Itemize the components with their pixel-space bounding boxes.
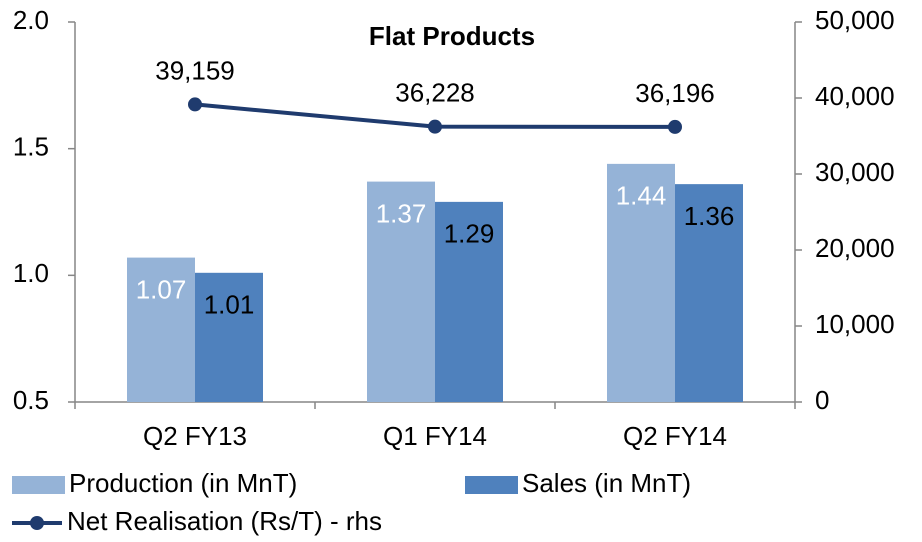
x-tick-label: Q2 FY13 xyxy=(143,421,247,451)
legend-marker xyxy=(30,516,44,530)
legend-swatch xyxy=(12,476,65,494)
y-tick-label: 1.0 xyxy=(13,258,49,288)
y2-tick-label: 50,000 xyxy=(815,5,895,35)
legend-label: Net Realisation (Rs/T) - rhs xyxy=(67,506,382,536)
y2-tick-label: 20,000 xyxy=(815,233,895,263)
legend-label: Sales (in MnT) xyxy=(522,468,691,498)
x-tick-label: Q1 FY14 xyxy=(383,421,487,451)
bar-value-label: 1.44 xyxy=(616,181,667,211)
y2-tick-label: 40,000 xyxy=(815,81,895,111)
y2-tick-label: 10,000 xyxy=(815,309,895,339)
bar xyxy=(435,201,503,402)
bar xyxy=(195,272,263,402)
chart-title: Flat Products xyxy=(369,21,535,51)
legend-swatch xyxy=(465,476,518,494)
bar-value-label: 1.37 xyxy=(376,198,427,228)
bar-value-label: 1.29 xyxy=(444,219,495,249)
line-marker xyxy=(188,97,202,112)
legend-label: Production (in MnT) xyxy=(69,468,297,498)
line-marker xyxy=(668,119,682,134)
y2-tick-label: 30,000 xyxy=(815,157,895,187)
line-value-label: 39,159 xyxy=(155,55,235,85)
y2-tick-label: 0 xyxy=(815,385,829,415)
y-tick-label: 2.0 xyxy=(13,5,49,35)
line-value-label: 36,228 xyxy=(395,78,475,108)
bar xyxy=(127,257,195,402)
bar-value-label: 1.01 xyxy=(204,290,255,320)
bar xyxy=(607,163,675,402)
y-tick-label: 1.5 xyxy=(13,132,49,162)
bar xyxy=(367,181,435,402)
bar-value-label: 1.36 xyxy=(684,201,735,231)
bar xyxy=(675,184,743,402)
bar-value-label: 1.07 xyxy=(136,274,187,304)
x-tick-label: Q2 FY14 xyxy=(623,421,727,451)
y-tick-label: 0.5 xyxy=(13,385,49,415)
line-marker xyxy=(428,119,442,134)
line-value-label: 36,196 xyxy=(635,78,715,108)
